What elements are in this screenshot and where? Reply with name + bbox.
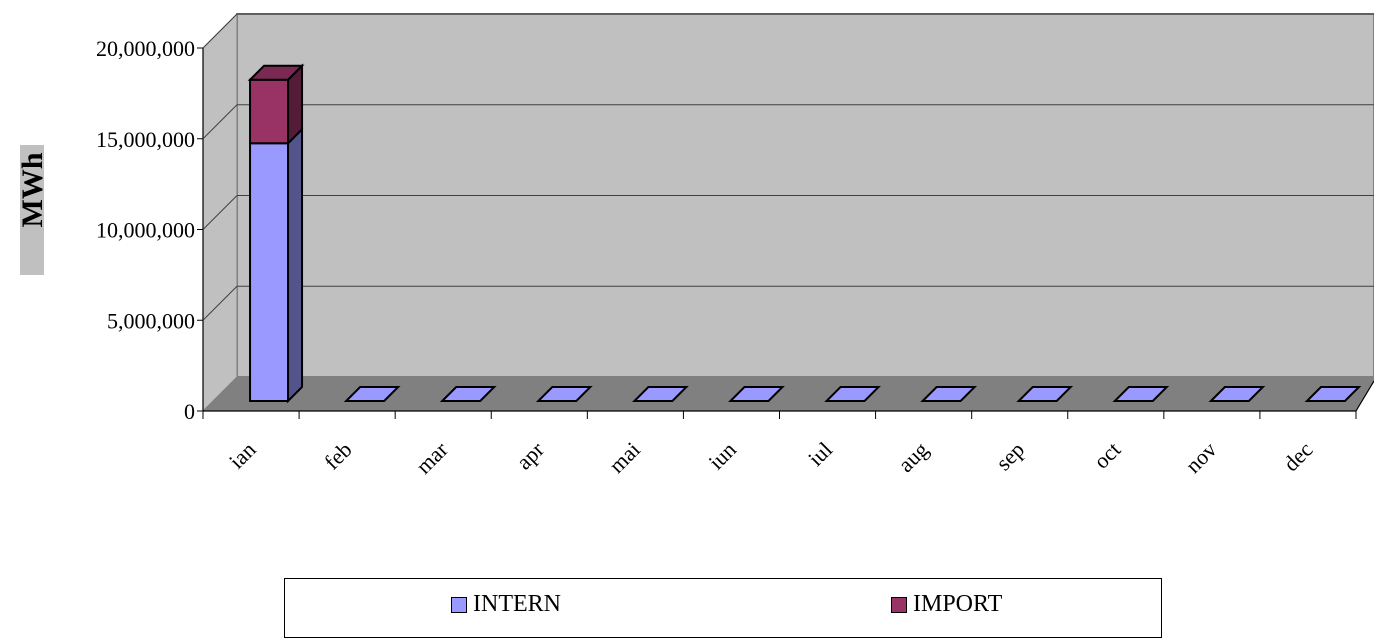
y-axis-label-box (20, 145, 44, 275)
gridline-side (202, 104, 238, 140)
bar-ian-intern-side (287, 126, 304, 404)
bar-ian-import (249, 78, 290, 145)
bar-iul-intern (824, 386, 881, 402)
legend-swatch-intern (451, 596, 467, 613)
x-tick-label-aug: aug (893, 437, 933, 477)
y-tick-label: 0 (184, 399, 195, 424)
bar-dec-intern (1304, 386, 1362, 402)
x-tick-label-apr: apr (511, 436, 549, 474)
bar-ian-intern (249, 142, 290, 403)
floor (203, 377, 1374, 411)
bar-iun-intern (728, 386, 785, 402)
legend-item-intern: INTERN (451, 591, 561, 618)
legend: INTERN IMPORT (284, 578, 1162, 638)
bar-oct-intern (1112, 386, 1170, 402)
legend-label-intern: INTERN (473, 591, 561, 617)
x-tick-label-iul: iul (803, 437, 837, 471)
y-tick-label: 5,000,000 (107, 308, 195, 333)
x-tick-label-mai: mai (604, 437, 645, 478)
x-tick-label-sep: sep (991, 437, 1029, 475)
bar-aug-intern (920, 386, 978, 402)
bar-sep-intern (1016, 386, 1074, 402)
legend-swatch-import (891, 596, 907, 613)
y-tick-label: 20,000,000 (96, 36, 195, 61)
chart: 0 5,000,000 10,000,000 15,000,000 20,000,000… (16, 12, 1374, 479)
gridline-side (202, 195, 238, 230)
x-tick-label-nov: nov (1180, 437, 1221, 478)
bar-mai-intern (631, 386, 689, 402)
bar-nov-intern (1208, 386, 1266, 402)
legend-item-import: IMPORT (891, 591, 1002, 618)
gridline-side (202, 13, 238, 49)
legend-label-import: IMPORT (913, 591, 1003, 617)
x-tick-label-oct: oct (1089, 437, 1126, 474)
bar-ian-import-top (247, 64, 305, 81)
y-tick-label: 10,000,000 (96, 218, 195, 243)
x-tick-label-mar: mar (411, 436, 453, 478)
floor-right-edge (1355, 380, 1374, 412)
x-tick-label-feb: feb (319, 437, 357, 475)
bar-feb-intern (343, 386, 401, 402)
x-tick-label-ian: ian (224, 437, 261, 474)
x-tick-label-dec: dec (1278, 437, 1317, 476)
gridline-side (202, 285, 238, 321)
y-tick-label: 15,000,000 (96, 127, 195, 152)
bar-mar-intern (439, 386, 497, 402)
bar-apr-intern (535, 386, 593, 402)
y-axis-label: MWh (16, 152, 49, 227)
x-tick-label-iun: iun (703, 437, 741, 475)
